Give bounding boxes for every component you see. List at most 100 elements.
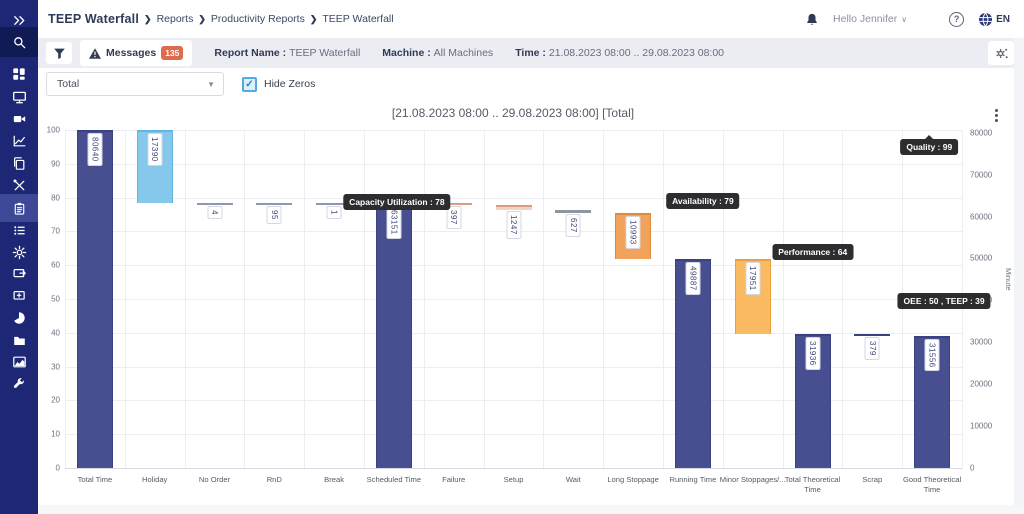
- user-menu[interactable]: Hello Jennifer ∨: [833, 13, 907, 25]
- bar-no-order[interactable]: [196, 202, 233, 205]
- folder-icon: [13, 336, 25, 345]
- h-gridline: [65, 468, 962, 469]
- v-gridline: [603, 130, 605, 468]
- apps-grid-icon[interactable]: [921, 12, 935, 26]
- top-header: TEEP Waterfall ❯ Reports ❯ Productivity …: [38, 0, 1024, 38]
- messages-button[interactable]: Messages 135: [80, 40, 193, 66]
- left-axis-tick: 20: [51, 395, 60, 405]
- sidebar-item-screen-add-icon[interactable]: [0, 284, 38, 308]
- chevron-down-icon: ∨: [901, 14, 908, 24]
- sidebar-item-monitor-icon[interactable]: [0, 85, 38, 109]
- v-gridline: [65, 130, 66, 468]
- right-axis-tick: 70000: [970, 170, 993, 180]
- sidebar-item-tools-icon[interactable]: [0, 173, 38, 197]
- x-axis-label-no-order: No Order: [198, 475, 231, 484]
- sidebar-item-area-chart-icon[interactable]: [0, 350, 38, 374]
- bar-total-time[interactable]: [76, 130, 113, 468]
- bar-value-label-running-time: 49887: [685, 261, 701, 295]
- bell-icon[interactable]: [805, 12, 819, 27]
- breadcrumb-teep-waterfall[interactable]: TEEP Waterfall: [322, 13, 394, 25]
- sidebar-item-expand-icon[interactable]: [0, 8, 38, 32]
- group-by-select[interactable]: Total ▼: [46, 72, 224, 96]
- sidebar-item-video-camera-icon[interactable]: [0, 107, 38, 131]
- bar-failure[interactable]: [435, 203, 472, 206]
- left-axis-tick: 60: [51, 260, 60, 270]
- clipboard-icon: [14, 202, 24, 215]
- sidebar-item-gear-icon[interactable]: [0, 240, 38, 264]
- screen-add-icon: [12, 291, 25, 300]
- bar-minor-stoppages[interactable]: [734, 258, 771, 335]
- left-axis-tick: 90: [51, 159, 60, 169]
- sidebar-item-copy-icon[interactable]: [0, 151, 38, 175]
- copy-icon: [14, 156, 25, 170]
- sidebar-item-pie-chart-icon[interactable]: [0, 306, 38, 330]
- field-machine: Machine : All Machines: [382, 47, 494, 59]
- h-gridline: [65, 332, 962, 334]
- bar-scheduled-time[interactable]: [375, 203, 412, 468]
- bar-value-label-scheduled-time: 63151: [386, 206, 402, 240]
- sidebar-item-clipboard-icon[interactable]: [0, 194, 38, 222]
- v-gridline: [124, 130, 126, 468]
- annotation-capacity-utilization: Capacity Utilization : 78: [343, 193, 451, 210]
- expand-icon: [13, 15, 24, 25]
- sidebar-item-list-icon[interactable]: [0, 218, 38, 242]
- sidebar: [0, 0, 38, 514]
- wrench-icon: [13, 378, 24, 388]
- bar-scrap[interactable]: [854, 334, 891, 337]
- bar-value-label-long-stoppage: 10993: [625, 215, 641, 249]
- sidebar-item-folder-icon[interactable]: [0, 328, 38, 352]
- v-gridline: [423, 130, 425, 468]
- v-gridline: [184, 130, 186, 468]
- right-axis-tick: 80000: [970, 128, 993, 138]
- right-axis-tick: 30000: [970, 337, 993, 347]
- hide-zeros-checkbox[interactable]: ✓ Hide Zeros: [242, 76, 315, 92]
- bar-rnd[interactable]: [256, 202, 293, 205]
- sidebar-item-search-icon[interactable]: [0, 27, 38, 57]
- bar-value-label-good-theoretical-time: 31556: [924, 338, 940, 372]
- bar-value-label-setup: 1247: [506, 211, 521, 239]
- x-axis-label-failure: Failure: [442, 475, 466, 484]
- v-gridline: [722, 130, 724, 468]
- help-icon[interactable]: ?: [949, 11, 965, 27]
- language-switcher[interactable]: EN: [978, 12, 1010, 27]
- v-gridline: [483, 130, 485, 468]
- annotation-oee: OEE : 50 , TEEP : 39: [897, 292, 991, 309]
- left-axis-tick: 0: [55, 463, 60, 473]
- h-gridline: [65, 299, 962, 300]
- x-axis-label-setup: Setup: [503, 475, 524, 484]
- sidebar-item-screen-share-icon[interactable]: [0, 262, 38, 286]
- globe-icon: [979, 12, 993, 26]
- field-report-name: Report Name : TEEP Waterfall: [214, 47, 361, 59]
- sidebar-item-wrench-icon[interactable]: [0, 372, 38, 396]
- breadcrumb-productivity-reports[interactable]: Productivity Reports: [210, 13, 305, 25]
- v-gridline: [782, 130, 784, 468]
- chart-settings-button[interactable]: [988, 41, 1014, 65]
- h-gridline: [65, 400, 962, 402]
- h-gridline: [65, 197, 962, 199]
- gear-icon: [995, 48, 1008, 58]
- bar-value-label-rnd: 95: [266, 205, 282, 224]
- breadcrumb-reports[interactable]: Reports: [156, 13, 194, 25]
- user-greeting: Hello Jennifer: [833, 13, 898, 25]
- x-axis-label-rnd: RnD: [266, 475, 282, 484]
- bar-setup[interactable]: [495, 204, 532, 211]
- controls-row: Total ▼ ✓ Hide Zeros: [38, 68, 1014, 100]
- bar-value-label-no-order: 4: [207, 205, 222, 219]
- right-axis-tick: 20000: [970, 379, 993, 389]
- filter-funnel-button[interactable]: [46, 42, 72, 64]
- sidebar-item-dashboard-icon[interactable]: [0, 62, 38, 86]
- bar-wait[interactable]: [555, 210, 592, 213]
- x-axis-label-minor-stoppages: Minor Stoppages/...: [719, 475, 786, 484]
- left-axis-tick: 50: [51, 294, 60, 304]
- sidebar-item-line-chart-icon[interactable]: [0, 129, 38, 153]
- chart-menu-kebab[interactable]: [991, 107, 1001, 124]
- h-gridline: [65, 265, 962, 267]
- x-axis-label-running-time: Running Time: [669, 475, 717, 484]
- annotation-quality: Quality : 99: [900, 135, 959, 156]
- bar-break[interactable]: [316, 203, 353, 206]
- x-axis-label-wait: Wait: [565, 475, 581, 484]
- breadcrumb-chevron-icon: ❯: [198, 13, 206, 24]
- group-by-value: Total: [57, 78, 80, 90]
- h-gridline: [65, 366, 962, 368]
